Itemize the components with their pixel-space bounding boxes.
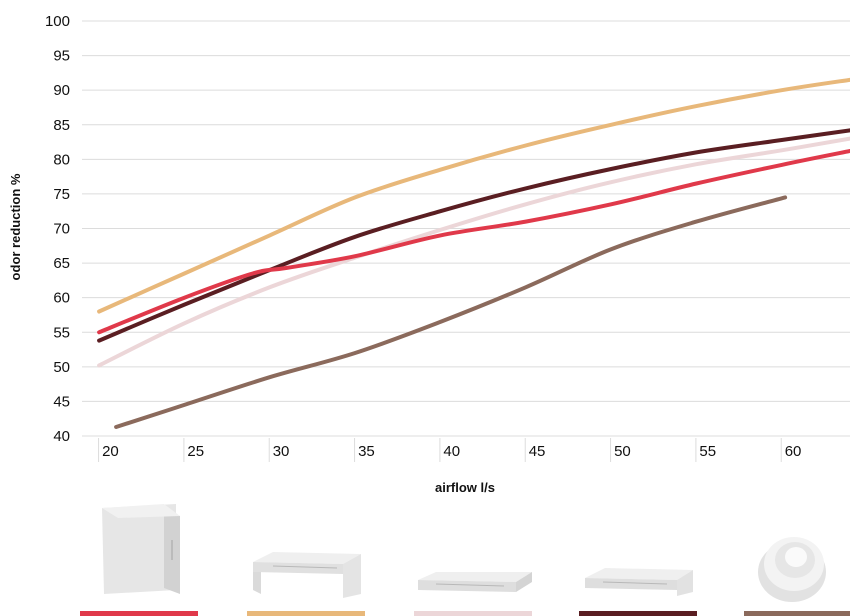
series-line-2: [97, 128, 850, 343]
y-tick-label: 60: [53, 290, 70, 307]
y-tick-label: 100: [45, 13, 70, 30]
swatch-1: [80, 611, 198, 616]
swatch-3: [414, 611, 532, 616]
product-legend: [0, 500, 850, 616]
product-ceiling-disc: [744, 500, 850, 616]
x-tick-label: 20: [102, 443, 119, 460]
y-tick-label: 50: [53, 359, 70, 376]
x-tick-label: 30: [273, 443, 290, 460]
grid-lines: [82, 20, 850, 437]
x-tick-label: 40: [443, 443, 460, 460]
x-tick-label: 60: [785, 443, 802, 460]
series-line-4: [97, 149, 850, 335]
y-axis-ticks: 40 45 50 55 60 65 70 75 80 85 90 95 100: [45, 13, 70, 445]
odor-chart: 40 45 50 55 60 65 70 75 80 85 90 95 100 20 25 30 35 40 45…: [8, 13, 850, 495]
x-tick-label: 50: [614, 443, 631, 460]
x-tick-label: 25: [187, 443, 204, 460]
y-tick-label: 65: [53, 255, 70, 272]
y-tick-label: 90: [53, 82, 70, 99]
product-canopy-hood: [247, 500, 365, 616]
x-axis-title: airflow l/s: [435, 480, 495, 495]
product-flat-hood: [579, 500, 697, 616]
product-wall-hood: [80, 500, 198, 616]
y-tick-label: 40: [53, 428, 70, 445]
x-tick-label: 45: [529, 443, 546, 460]
series-line-5: [114, 195, 788, 429]
product-slim-hood: [414, 500, 532, 616]
x-axis-ticks: 20 25 30 35 40 45 50 55 60: [98, 438, 802, 462]
y-tick-label: 55: [53, 324, 70, 341]
ceiling-disc-icon: [758, 537, 826, 602]
flat-hood-icon: [585, 568, 693, 596]
swatch-5: [744, 611, 850, 616]
wall-hood-icon: [102, 504, 180, 594]
y-tick-label: 75: [53, 186, 70, 203]
y-tick-label: 70: [53, 221, 70, 238]
series-line-1: [97, 77, 850, 314]
x-tick-label: 35: [358, 443, 375, 460]
y-tick-label: 45: [53, 393, 70, 410]
x-tick-label: 55: [699, 443, 716, 460]
y-tick-label: 95: [53, 48, 70, 65]
y-tick-label: 80: [53, 151, 70, 168]
series-lines: [97, 77, 850, 429]
canopy-hood-icon: [253, 552, 361, 598]
y-axis-title: odor reduction %: [8, 173, 23, 280]
y-tick-label: 85: [53, 117, 70, 134]
swatch-4: [579, 611, 697, 616]
slim-hood-icon: [418, 572, 532, 592]
swatch-2: [247, 611, 365, 616]
series-line-3: [97, 136, 850, 368]
